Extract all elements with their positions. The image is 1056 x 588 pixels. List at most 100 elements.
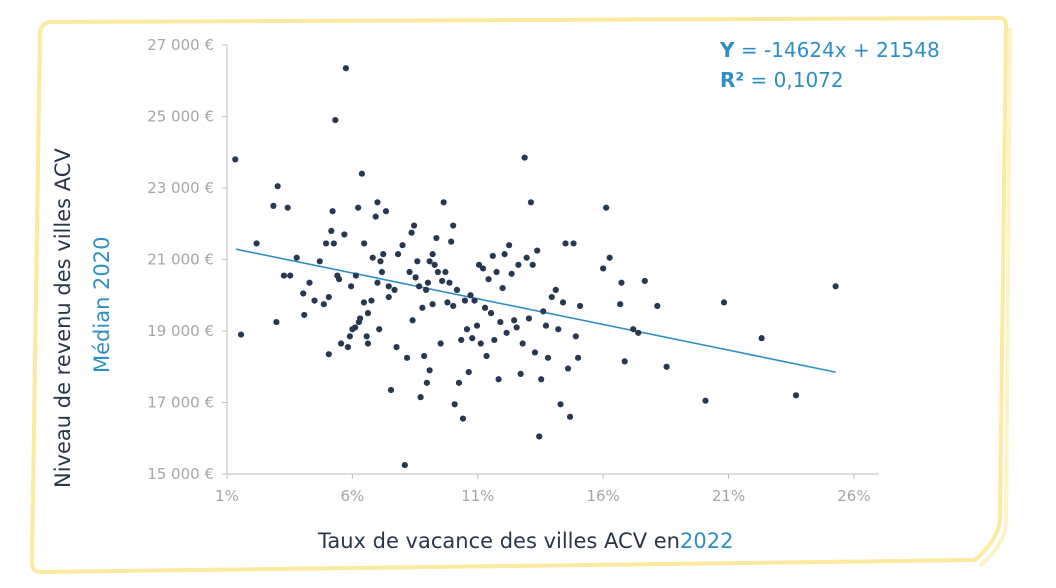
data-point [493, 268, 500, 276]
data-point [426, 258, 433, 265]
data-point [617, 301, 624, 308]
data-point [503, 329, 510, 336]
data-point [455, 379, 463, 386]
data-point [284, 204, 291, 211]
data-point [360, 299, 368, 306]
data-point [465, 369, 472, 376]
data-point [463, 326, 471, 333]
data-point [358, 170, 366, 177]
y-tick-label: 17 000 € [147, 394, 214, 412]
data-point [461, 297, 469, 304]
data-point [570, 240, 577, 247]
r-squared-text: R² = 0,1072 [720, 68, 844, 92]
data-point [559, 299, 567, 306]
data-point [330, 240, 337, 247]
data-point [555, 326, 562, 333]
data-point [385, 293, 392, 301]
r2-rest: = 0,1072 [744, 68, 843, 92]
data-point [621, 358, 628, 365]
data-point [414, 258, 421, 265]
frame-border [29, 15, 1009, 575]
data-point [433, 234, 440, 242]
data-point [232, 156, 239, 163]
data-point [499, 285, 506, 292]
data-point [572, 333, 579, 340]
data-point [531, 349, 539, 356]
data-point [511, 317, 518, 324]
data-point [538, 376, 545, 383]
data-point [485, 276, 492, 283]
data-point [513, 324, 520, 331]
data-point [506, 242, 513, 249]
y-tick-label: 15 000 € [147, 465, 214, 483]
data-point [562, 240, 569, 247]
data-point [325, 351, 332, 358]
data-point [311, 297, 318, 304]
data-point [387, 386, 395, 394]
r2-label: R² [720, 68, 744, 92]
data-point [576, 302, 584, 310]
data-point [439, 277, 446, 285]
data-point [378, 268, 386, 276]
data-point [253, 240, 260, 247]
data-point [641, 277, 648, 285]
data-point [280, 272, 288, 279]
trendline [235, 248, 836, 373]
data-point [536, 433, 543, 440]
data-point [372, 213, 379, 220]
data-point [832, 283, 839, 290]
data-point [399, 242, 406, 249]
data-point [415, 283, 423, 290]
data-point [544, 354, 552, 361]
data-point [377, 258, 384, 265]
data-point [316, 258, 323, 265]
data-point [364, 340, 372, 347]
data-point [542, 322, 550, 329]
data-point [374, 199, 381, 206]
data-point [237, 331, 245, 338]
y-tick-label: 25 000 € [147, 108, 214, 126]
data-point [635, 329, 642, 336]
y-tick-label: 27 000 € [147, 36, 214, 54]
data-point [534, 247, 541, 254]
data-point [363, 333, 370, 340]
x-tick-label: 1% [215, 487, 239, 505]
frame-shadow [978, 27, 1012, 568]
data-point [489, 252, 496, 260]
data-point [369, 254, 376, 261]
data-point [376, 326, 383, 333]
data-point [515, 261, 522, 268]
data-point [431, 261, 438, 268]
data-point [758, 335, 765, 342]
data-point [497, 318, 504, 326]
data-point [540, 308, 547, 315]
data-point [521, 154, 528, 161]
data-point [437, 340, 444, 347]
data-point [426, 367, 433, 374]
data-point [352, 272, 359, 279]
data-point [603, 204, 610, 211]
data-point [654, 302, 661, 310]
y-tick-label: 21 000 € [147, 251, 214, 269]
data-point [408, 229, 415, 236]
data-point [385, 283, 392, 290]
data-point [566, 413, 574, 420]
data-point [663, 363, 670, 370]
data-point [630, 326, 637, 333]
data-point [440, 199, 447, 206]
data-point [423, 379, 430, 386]
data-point [548, 293, 555, 301]
equation-y: Y [719, 38, 735, 62]
data-point [475, 261, 483, 268]
data-point [329, 208, 336, 215]
data-point [491, 336, 498, 344]
data-point [423, 286, 430, 293]
data-point [368, 297, 375, 304]
data-point [406, 268, 413, 276]
data-point [600, 265, 607, 272]
data-point [477, 340, 484, 347]
data-point [355, 204, 362, 211]
data-point [451, 401, 458, 408]
data-point [338, 340, 345, 347]
